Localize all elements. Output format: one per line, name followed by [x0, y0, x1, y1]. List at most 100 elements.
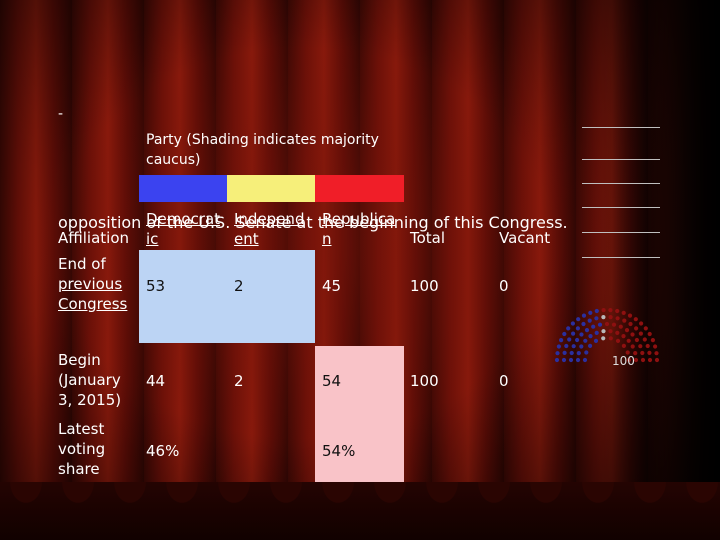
chamber-seat [628, 321, 633, 327]
row3-label-line1: Latest [58, 420, 105, 438]
chamber-seat [654, 351, 659, 356]
republican-color-swatch [315, 175, 404, 202]
chamber-seat [615, 338, 621, 343]
row3-label-line3: share [58, 460, 100, 478]
chamber-seat [622, 318, 627, 323]
independent-color-swatch [227, 175, 315, 202]
chamber-seat [601, 329, 606, 334]
chamber-seat [621, 310, 626, 315]
row3-republican: 54% [322, 442, 356, 460]
chamber-seat [582, 357, 588, 363]
chamber-seat [653, 344, 658, 349]
chamber-seat [627, 313, 633, 318]
right-rule-4 [582, 207, 660, 208]
chamber-seat [555, 351, 560, 356]
chamber-seat [611, 322, 617, 327]
chamber-seat [608, 336, 613, 341]
row1-label-line3: Congress [58, 295, 128, 313]
chamber-seat [570, 321, 575, 326]
chamber-seat [566, 326, 571, 331]
right-rule-5 [582, 232, 660, 233]
democratic-majority-shade [139, 250, 315, 343]
chamber-seat [556, 344, 561, 349]
row3-democratic: 46% [146, 442, 180, 460]
chamber-seat [584, 328, 590, 333]
chamber-seat [576, 351, 581, 356]
right-rule-6 [582, 257, 660, 258]
right-rule-3 [582, 183, 660, 184]
chamber-seat [638, 331, 643, 336]
row2-label-line2: (January [58, 371, 121, 389]
row2-democratic: 44 [146, 372, 166, 390]
chamber-seat [571, 331, 576, 336]
row3-label-line2: voting [58, 440, 106, 458]
chamber-seat [647, 350, 652, 355]
right-rule-1 [582, 127, 660, 128]
chamber-seat [562, 331, 567, 337]
row1-democratic: 53 [146, 277, 166, 295]
header-independent-line2: ent [234, 230, 259, 248]
header-republican: Republica n [322, 209, 395, 249]
row-label-end-of-previous: End of previous Congress [58, 254, 127, 314]
overlay-sentence: opposition of the U.S. Senate at the beg… [58, 213, 568, 232]
chamber-seat [562, 350, 567, 355]
senate-chamber-diagram: 100 [554, 308, 660, 366]
header-republican-line2: n [322, 230, 332, 248]
chamber-seat [594, 330, 599, 335]
chamber-seat [633, 317, 638, 322]
chamber-seat [581, 313, 587, 318]
chamber-seat [640, 357, 646, 363]
chamber-seat [645, 343, 650, 349]
chamber-seat [579, 332, 584, 337]
row1-independent: 2 [234, 277, 244, 295]
chamber-seat [588, 334, 593, 339]
chamber-seat [608, 308, 613, 313]
chamber-seat [575, 337, 580, 343]
chamber-seat [642, 337, 647, 342]
row1-republican: 45 [322, 277, 342, 295]
row1-label-line2: previous [58, 275, 123, 293]
chamber-seat [579, 344, 584, 349]
chamber-seat-total-label: 100 [612, 354, 635, 366]
row2-vacant: 0 [499, 372, 509, 390]
header-independent-line1: Independ [234, 210, 305, 228]
row2-republican: 54 [322, 372, 342, 390]
header-democratic-line1: Democrat [146, 210, 221, 228]
header-democratic: Democrat ic [146, 209, 220, 249]
chamber-seat [559, 338, 564, 343]
chamber-seat [650, 338, 655, 343]
chamber-seat [647, 331, 652, 337]
row2-label-line3: 3, 2015) [58, 391, 122, 409]
chamber-seat [571, 344, 576, 349]
row1-label-line1: End of [58, 255, 106, 273]
header-total: Total [410, 229, 446, 247]
chamber-seat [575, 326, 580, 331]
chamber-seat [615, 316, 620, 321]
header-republican-line1: Republica [322, 210, 396, 228]
chamber-seat [575, 357, 581, 363]
chamber-seat [569, 350, 574, 356]
header-affiliation: Affiliation [58, 229, 130, 247]
chamber-seat [639, 321, 644, 326]
header-democratic-line2: ic [146, 230, 159, 248]
chamber-seat [624, 328, 630, 333]
chamber-seat [583, 338, 588, 343]
chamber-seat [591, 324, 596, 329]
republican-majority-shade-row2 [315, 346, 404, 414]
chamber-seat [630, 332, 635, 337]
table-caption: Party (Shading indicates majority caucus… [146, 132, 379, 168]
chamber-seat [584, 350, 589, 355]
chamber-seat [640, 350, 645, 356]
chamber-seat [576, 317, 581, 322]
republican-majority-shade-row3 [315, 414, 404, 484]
chamber-seat [634, 326, 639, 331]
chamber-seat [626, 338, 631, 343]
row2-independent: 2 [234, 372, 244, 390]
chamber-seat [643, 326, 648, 331]
chamber-seat [608, 329, 613, 334]
row1-vacant: 0 [499, 277, 509, 295]
row1-total: 100 [410, 277, 439, 295]
chamber-seat [594, 308, 599, 314]
chamber-seat [604, 321, 610, 327]
chamber-seat [626, 357, 632, 363]
